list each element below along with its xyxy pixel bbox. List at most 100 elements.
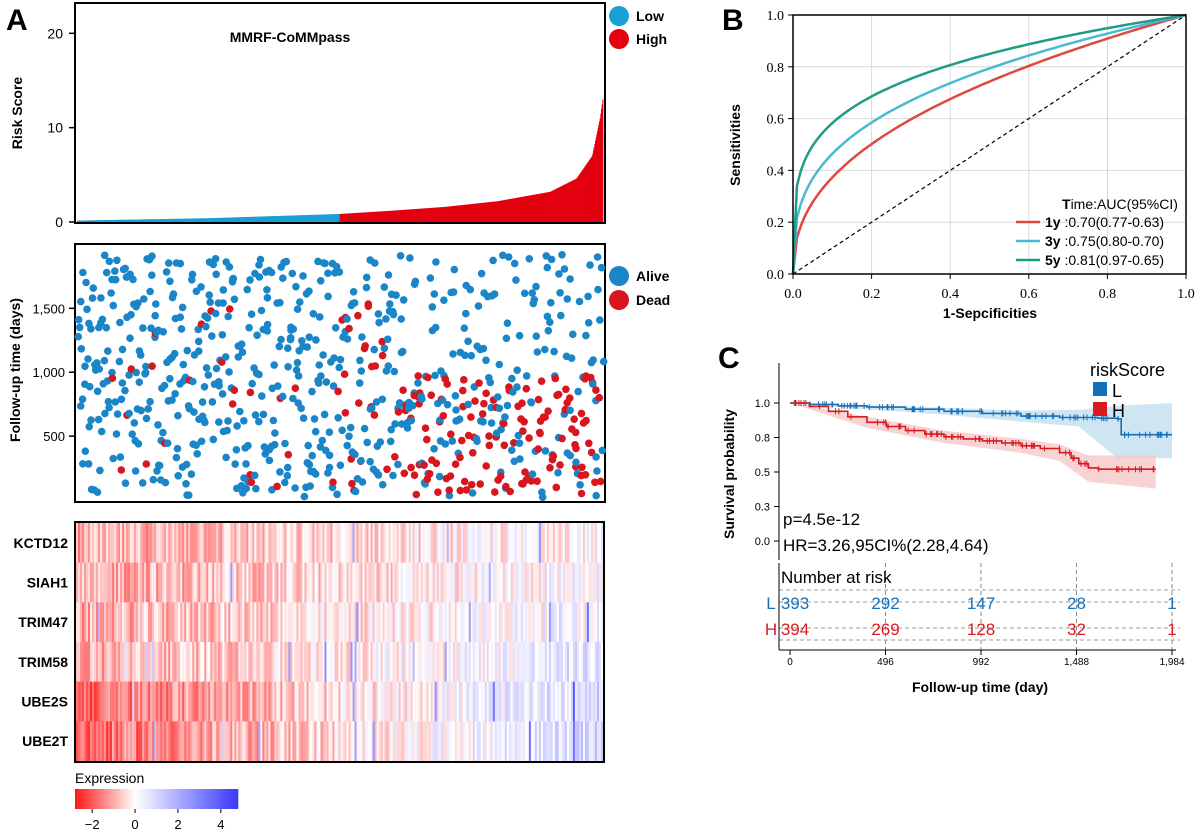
heatmap-cell: [328, 602, 331, 643]
roc-x-label: 1-Sepcificities: [943, 305, 1037, 321]
risk-score-bar: [169, 218, 171, 222]
heatmap-cell: [198, 681, 201, 722]
heatmap-cell: [388, 642, 391, 682]
km-legend-high-marker: [1093, 402, 1107, 416]
alive-point: [269, 416, 278, 425]
heatmap-cell: [162, 721, 165, 762]
heatmap-cell: [328, 523, 331, 563]
risk-score-bar: [360, 212, 362, 222]
heatmap-cell: [122, 602, 125, 643]
heatmap-cell: [360, 681, 363, 722]
heatmap-cell: [332, 721, 335, 762]
alive-point: [426, 274, 435, 282]
heatmap-cell: [206, 681, 209, 722]
heatmap-cell: [420, 681, 423, 722]
alive-point: [93, 359, 101, 367]
risk-score-bar: [504, 199, 506, 222]
alive-point: [592, 491, 600, 500]
risk-score-bar: [210, 218, 212, 222]
heatmap-cell: [596, 562, 600, 603]
heatmap-cell: [326, 602, 329, 643]
risk-score-bar: [361, 212, 363, 222]
alive-point: [83, 305, 91, 314]
risk-score-bar: [504, 200, 506, 222]
heatmap-cell: [262, 721, 265, 762]
heatmap-cell: [508, 562, 512, 603]
risk-score-bar: [114, 219, 116, 222]
risk-score-bar: [384, 211, 386, 222]
roc-chart: 0.00.00.20.20.40.40.60.60.80.81.01.0 1-S…: [727, 9, 1195, 321]
heatmap-cell: [104, 523, 107, 563]
risk-score-bar: [530, 195, 532, 222]
risk-score-bar: [427, 208, 429, 222]
heatmap-cell: [92, 562, 95, 603]
dead-point: [595, 393, 604, 402]
risk-score-bar: [551, 190, 553, 222]
alive-point: [215, 418, 223, 426]
heatmap-cell: [204, 523, 207, 563]
alive-point: [556, 289, 564, 297]
heatmap-cell: [240, 562, 243, 603]
alive-point: [383, 335, 392, 344]
heatmap-cell: [558, 602, 562, 643]
heatmap-cell: [544, 681, 548, 722]
dead-point: [469, 449, 477, 457]
heatmap-row-label: TRIM58: [18, 654, 68, 670]
heatmap-cell: [168, 721, 171, 762]
dead-point: [460, 376, 468, 384]
alive-point: [164, 259, 173, 267]
risk-score-bar: [503, 200, 505, 222]
risk-score-bar: [197, 218, 199, 222]
alive-point: [171, 390, 179, 398]
km-legend-high-label: H: [1112, 401, 1125, 421]
heatmap-cell: [334, 602, 337, 643]
heatmap-cell: [188, 602, 191, 643]
heatmap-cell: [102, 721, 105, 762]
alive-point: [582, 331, 590, 340]
risk-score-bar: [224, 217, 226, 222]
risk-score-bar: [280, 215, 282, 222]
heatmap-cell: [220, 523, 223, 563]
risk-score-bar: [330, 214, 332, 222]
heatmap-cell: [330, 642, 333, 682]
dead-point: [360, 344, 369, 353]
heatmap-cell: [412, 562, 415, 603]
heatmap-cell: [486, 602, 490, 643]
legend-color-step: [91, 789, 94, 809]
heatmap-cell: [176, 681, 179, 722]
alive-point: [121, 479, 130, 488]
alive-point: [219, 299, 227, 307]
heatmap-cell: [524, 602, 528, 643]
risk-score-bar: [524, 196, 526, 222]
legend-color-step: [115, 789, 119, 809]
heatmap-cell: [102, 681, 105, 722]
risk-score-bar: [79, 220, 81, 222]
heatmap-cell: [148, 721, 151, 762]
risk-score-bar: [522, 196, 524, 222]
dead-point: [228, 400, 237, 408]
risk-score-bar: [424, 208, 426, 222]
heatmap-cell: [354, 681, 357, 722]
alive-point: [376, 438, 385, 446]
heatmap-cell: [430, 681, 433, 722]
km-x-tick-label: 1,488: [1064, 657, 1089, 668]
risk-score-bar: [438, 207, 440, 222]
heatmap-cell: [128, 681, 131, 722]
legend-color-step: [142, 789, 145, 809]
heatmap-cell: [560, 681, 564, 722]
risk-score-bar: [150, 219, 152, 222]
heatmap-cell: [154, 681, 157, 722]
heatmap-cell: [448, 681, 452, 722]
dead-point: [423, 435, 431, 444]
risk-score-bar: [293, 215, 295, 222]
heatmap-cell: [156, 642, 159, 682]
heatmap-cell: [480, 523, 484, 563]
heatmap-cell: [340, 562, 343, 603]
heatmap-cell: [82, 523, 85, 563]
heatmap-cell: [358, 602, 361, 643]
risk-score-bar: [434, 207, 436, 222]
dead-point: [340, 370, 349, 379]
risk-score-bar: [203, 218, 206, 222]
legend-color-step: [227, 789, 231, 809]
alive-point: [448, 437, 457, 445]
